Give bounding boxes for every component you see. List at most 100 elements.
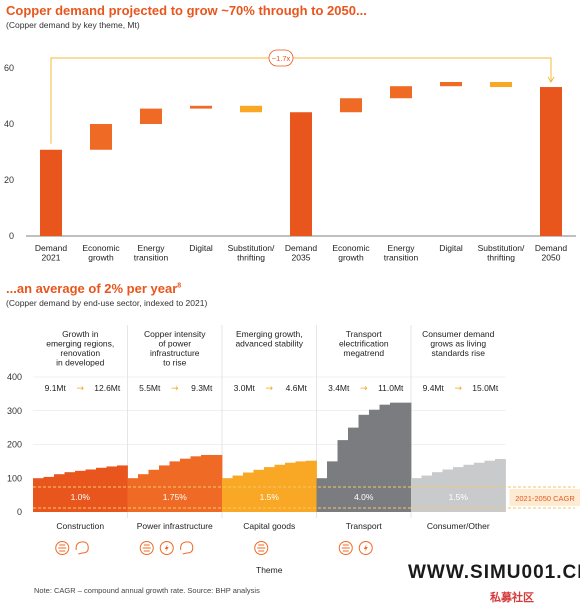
sector-headline: Copper intensity of power infrastructure to… (144, 329, 206, 368)
sector-bar (106, 466, 118, 512)
cagr-value: 1.5% (260, 492, 280, 502)
sector-bar (495, 459, 506, 512)
x-tick-label: Digital (189, 243, 213, 253)
y-tick-label: 0 (9, 231, 14, 241)
sector-bar (138, 474, 149, 512)
sector-bar (180, 458, 191, 512)
sector-bar (211, 454, 223, 512)
cagr-value: 1.0% (71, 492, 91, 502)
sector-bar (379, 404, 391, 512)
waterfall-bar (40, 149, 62, 236)
cagr-label: 2021-2050 CAGR (515, 494, 575, 503)
watermark-subtext: 私募社区 (490, 592, 534, 604)
waterfall-bar (490, 82, 512, 88)
stack-icon (55, 541, 70, 555)
sector-bar (369, 409, 380, 512)
demand-to: 15.0Mt (472, 383, 499, 393)
x-axis-title: Theme (256, 565, 283, 575)
y-tick-label: 400 (7, 372, 22, 382)
sector-bar (463, 464, 475, 512)
stack-icon (254, 541, 269, 555)
stack-icon (338, 541, 353, 555)
demand-from: 5.5Mt (139, 383, 161, 393)
x-tick-label: Digital (439, 243, 463, 253)
demand-from: 3.0Mt (234, 383, 256, 393)
chart-1-subtitle: (Copper demand by key theme, Mt) (6, 20, 140, 30)
sector-label: Power infrastructure (137, 521, 213, 531)
x-tick-label: Energy transition (134, 243, 169, 263)
waterfall-bar (340, 98, 362, 113)
demand-to: 11.0Mt (378, 383, 404, 393)
x-tick-label: Substitution/thrifting (228, 243, 275, 263)
sector-headline: Transport electrification megatrend (339, 329, 389, 358)
lightning-icon (358, 541, 373, 555)
sector-bar (390, 402, 401, 512)
sector-bar (33, 478, 44, 512)
sector-headline: Growth in emerging regions, renovation in d… (46, 329, 114, 368)
sector-bar (43, 476, 55, 512)
sector-bar (348, 427, 359, 512)
y-tick-label: 20 (4, 175, 14, 185)
x-tick-label: Economic growth (332, 243, 370, 263)
multiplier-label: ~1.7x (272, 54, 291, 63)
sector-bar (148, 469, 160, 512)
chart-1-title: Copper demand projected to grow ~70% thr… (6, 3, 367, 18)
x-tick-label: Substitution/thrifting (478, 243, 525, 263)
sector-bar (127, 478, 139, 512)
lightning-glyph (164, 544, 169, 552)
sector-bar (201, 454, 212, 512)
footnote: Note: CAGR – compound annual growth rate… (34, 586, 260, 595)
x-tick-label: Energy transition (384, 243, 419, 263)
x-tick-label: Demand 2035 (285, 243, 317, 263)
waterfall-bar (540, 87, 562, 236)
lightning-icon (159, 541, 174, 555)
lightning-glyph (363, 544, 368, 552)
sector-label: Capital goods (243, 521, 295, 531)
demand-from: 3.4Mt (328, 383, 350, 393)
arrow-icon: → (171, 384, 179, 394)
sector-bar (400, 402, 412, 512)
y-tick-label: 100 (7, 473, 22, 483)
sector-bar (159, 465, 170, 512)
x-tick-label: Demand 2021 (35, 243, 67, 263)
brain-icon (180, 541, 194, 555)
sector-bar (453, 467, 464, 512)
brain-icon (75, 541, 89, 555)
sector-bar (337, 440, 349, 512)
sector-bar (243, 472, 254, 512)
waterfall-bar (140, 108, 162, 124)
waterfall-chart: 0 20 40 60 Demand 2021 Economic growth Energy tra… (4, 49, 576, 263)
arrow-icon: → (76, 384, 84, 394)
sector-bar (358, 414, 370, 512)
sector-bar (64, 472, 76, 512)
arrow-icon: → (454, 384, 462, 394)
stack-glyph (142, 544, 151, 552)
demand-to: 12.6Mt (94, 383, 121, 393)
stack-glyph (341, 544, 350, 552)
sector-bar (306, 460, 317, 512)
stack-glyph (257, 544, 266, 552)
y-tick-label: 200 (7, 440, 22, 450)
cagr-label-box (509, 489, 580, 506)
waterfall-bar (390, 86, 412, 99)
waterfall-bar (90, 124, 112, 150)
sector-bar (442, 469, 454, 512)
sector-bar (264, 467, 275, 512)
stack-glyph (58, 544, 67, 552)
sector-bar (75, 470, 86, 512)
stack-icon (139, 541, 154, 555)
demand-to: 9.3Mt (191, 383, 213, 393)
chart-2-subtitle: (Copper demand by end-use sector, indexe… (6, 298, 208, 308)
sector-label: Construction (56, 521, 104, 531)
sector-bar (411, 478, 422, 512)
multiplier-arrowhead (547, 76, 555, 84)
sector-bar (253, 469, 265, 512)
cagr-value: 1.75% (163, 492, 188, 502)
sector-label: Consumer/Other (427, 521, 490, 531)
sector-bar (484, 460, 496, 512)
sector-label: Transport (346, 521, 383, 531)
cagr-value: 1.5% (449, 492, 469, 502)
arrow-icon: → (265, 384, 273, 394)
y-tick-label: 60 (4, 63, 14, 73)
